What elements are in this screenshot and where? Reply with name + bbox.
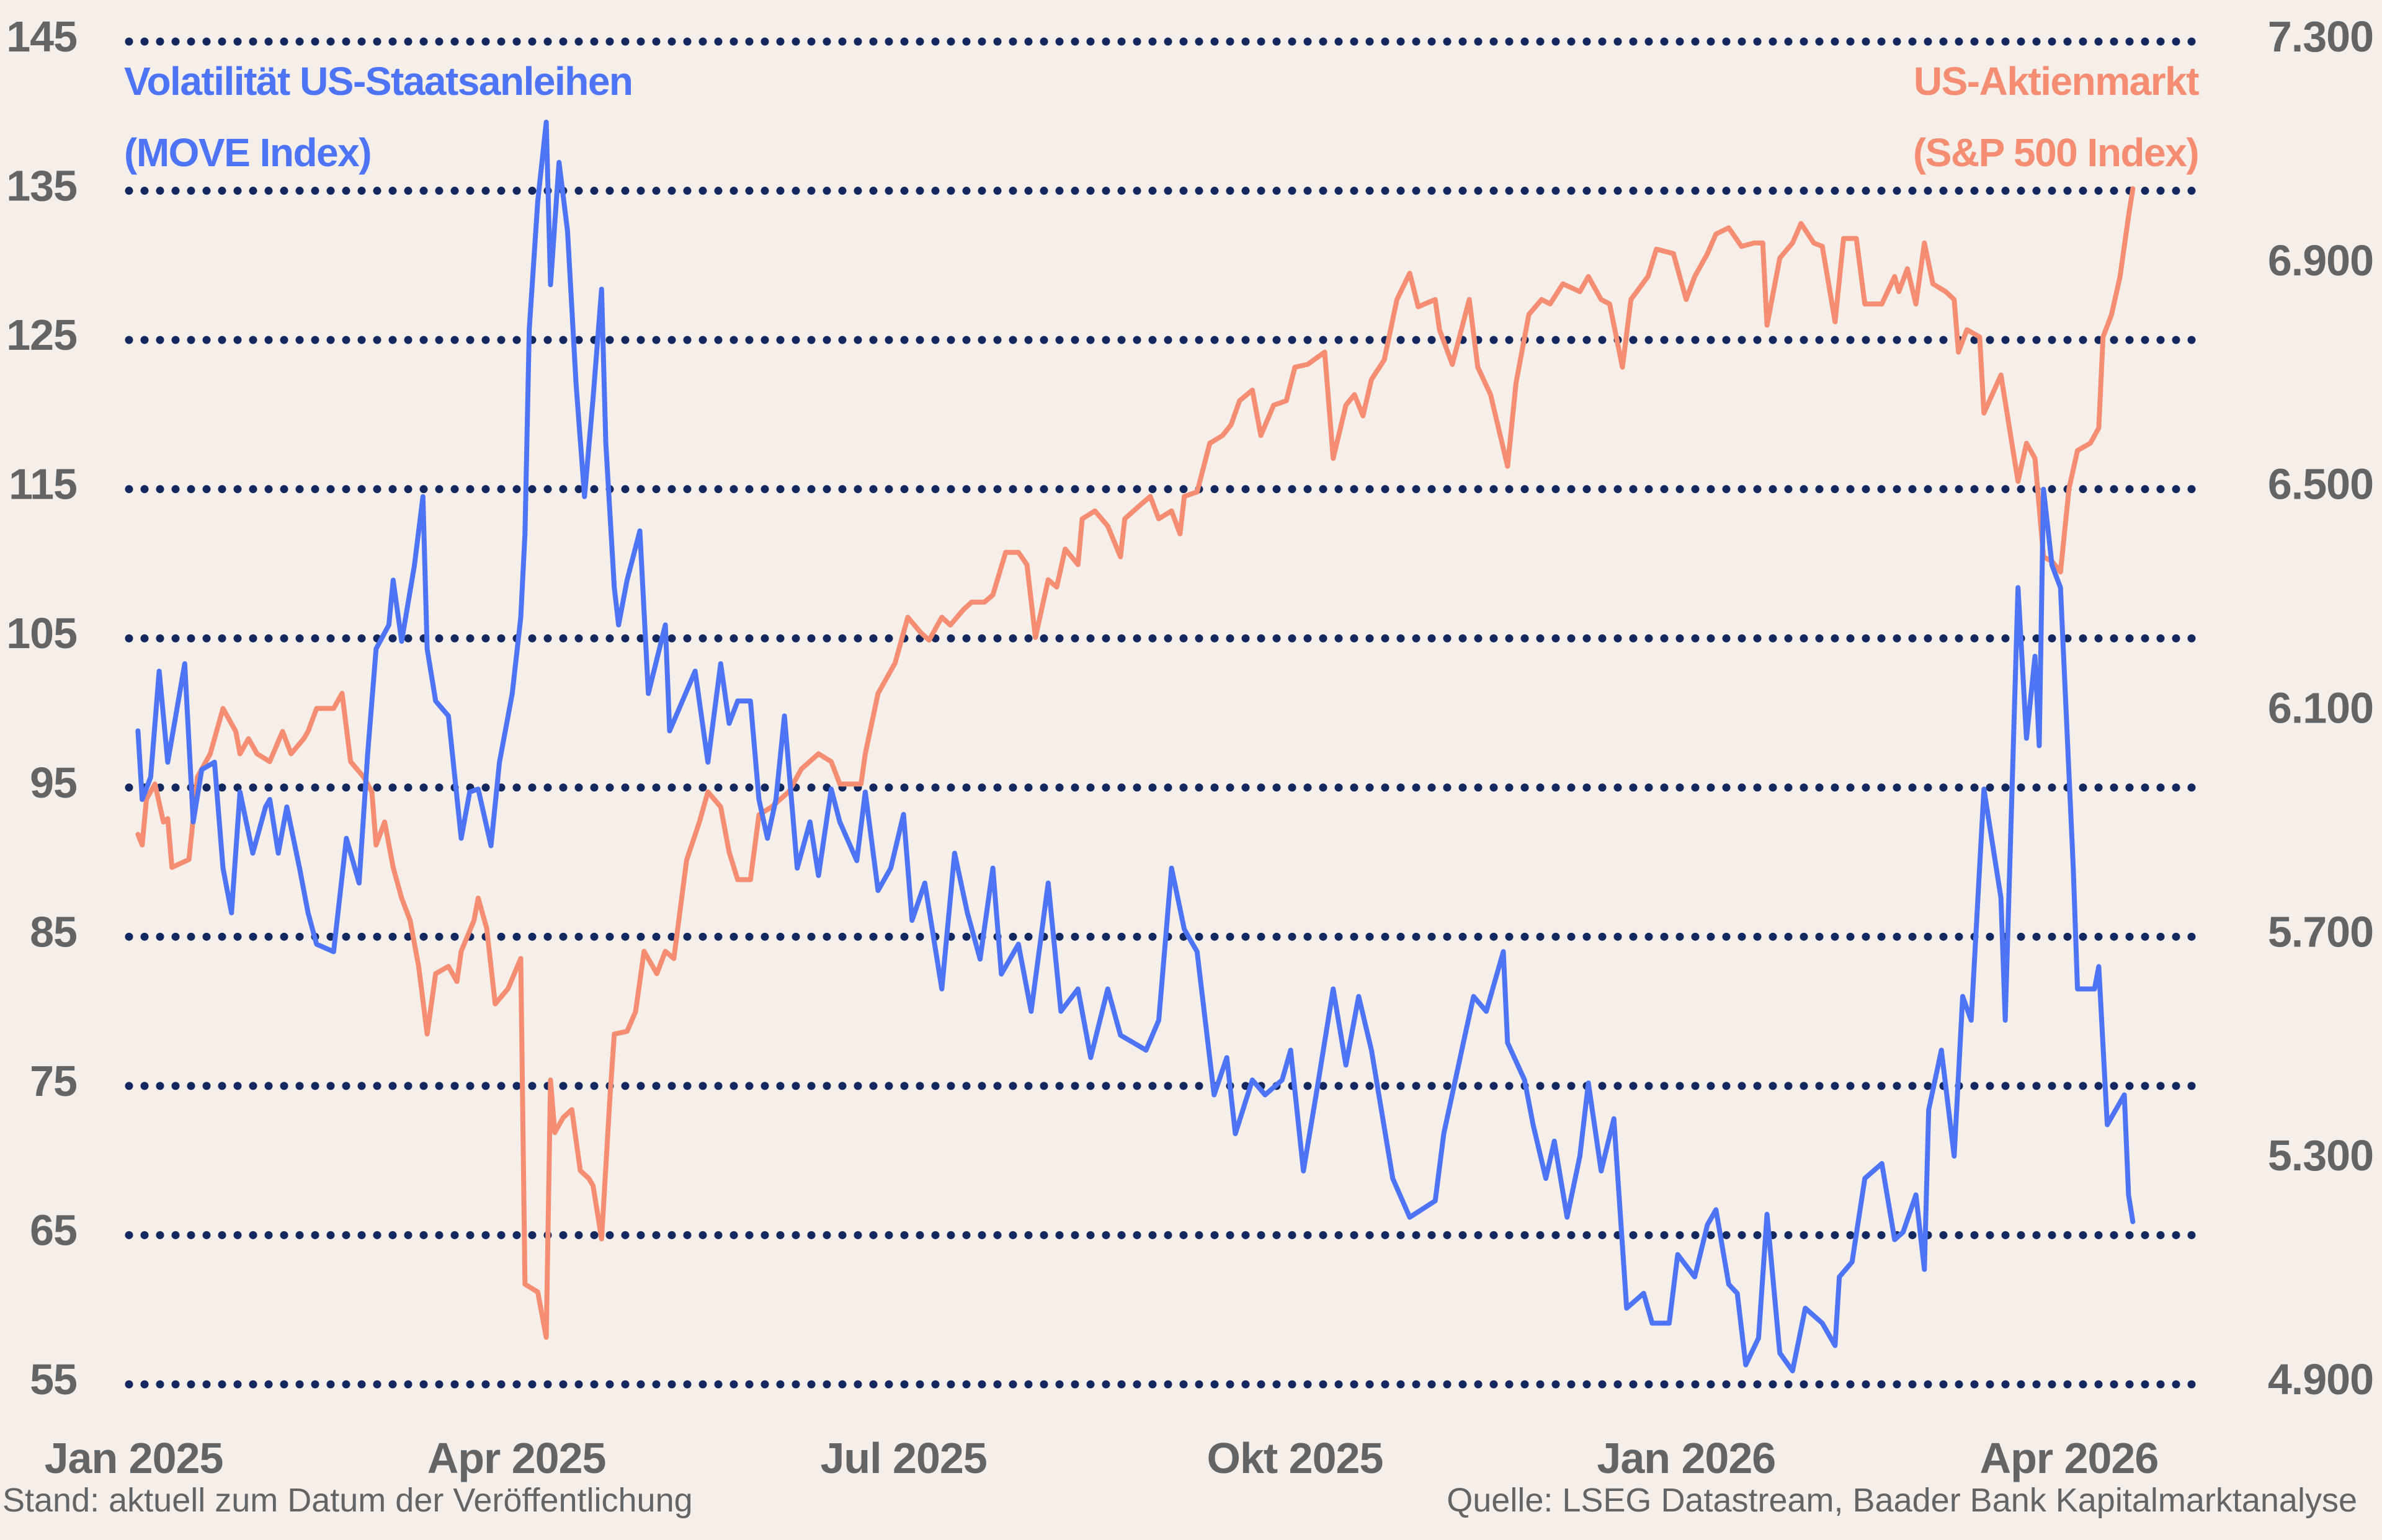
x-axis-tick-label: Jan 2025 <box>45 1434 223 1482</box>
right-axis-tick-label: 6.100 <box>2268 684 2373 732</box>
footer-source: Quelle: LSEG Datastream, Baader Bank Kap… <box>1447 1482 2357 1519</box>
gridlines <box>125 37 2200 1389</box>
right-axis-tick-label: 5.300 <box>2268 1131 2373 1180</box>
right-axis-tick-label: 6.500 <box>2268 460 2373 509</box>
right-series-title: US-Aktienmarkt <box>1914 59 2199 104</box>
left-series-title: Volatilität US-Staatsanleihen <box>124 59 633 104</box>
left-axis-tick-labels: 145 135 125 115 105 95 85 75 65 55 <box>6 12 78 1404</box>
x-axis-tick-labels: Jan 2025 Apr 2025 Jul 2025 Okt 2025 Jan 2026… <box>45 1434 2159 1482</box>
left-axis-tick-label: 145 <box>6 12 77 61</box>
x-axis-tick-label: Jul 2025 <box>820 1434 986 1482</box>
left-axis-tick-label: 95 <box>30 759 77 807</box>
footer-date-note: Stand: aktuell zum Datum der Veröffentli… <box>2 1482 693 1519</box>
left-axis-tick-label: 125 <box>6 311 77 359</box>
right-axis-tick-label: 4.900 <box>2268 1355 2373 1404</box>
left-axis-tick-label: 65 <box>30 1206 77 1254</box>
x-axis-tick-label: Jan 2026 <box>1597 1434 1775 1482</box>
sp500-index-line <box>135 186 2136 1340</box>
left-series-subtitle: (MOVE Index) <box>124 130 371 175</box>
right-axis-tick-label: 5.700 <box>2268 907 2373 956</box>
series-lines <box>135 119 2136 1374</box>
right-axis-tick-labels: 7.300 6.900 6.500 6.100 5.700 5.300 4.900 <box>2268 12 2374 1404</box>
x-axis-tick-label: Okt 2025 <box>1207 1434 1383 1482</box>
left-axis-tick-label: 75 <box>30 1057 77 1105</box>
right-axis-tick-label: 7.300 <box>2268 12 2373 61</box>
left-axis-tick-label: 105 <box>6 609 77 657</box>
x-axis-tick-label: Apr 2025 <box>427 1434 606 1482</box>
left-axis-tick-label: 55 <box>30 1355 77 1404</box>
left-axis-tick-label: 115 <box>9 460 77 509</box>
x-axis-tick-label: Apr 2026 <box>1980 1434 2159 1482</box>
right-axis-tick-label: 6.900 <box>2268 236 2373 285</box>
move-index-line <box>135 119 2136 1374</box>
left-axis-tick-label: 135 <box>6 162 77 210</box>
right-series-subtitle: (S&P 500 Index) <box>1913 130 2198 175</box>
left-axis-tick-label: 85 <box>30 907 77 956</box>
